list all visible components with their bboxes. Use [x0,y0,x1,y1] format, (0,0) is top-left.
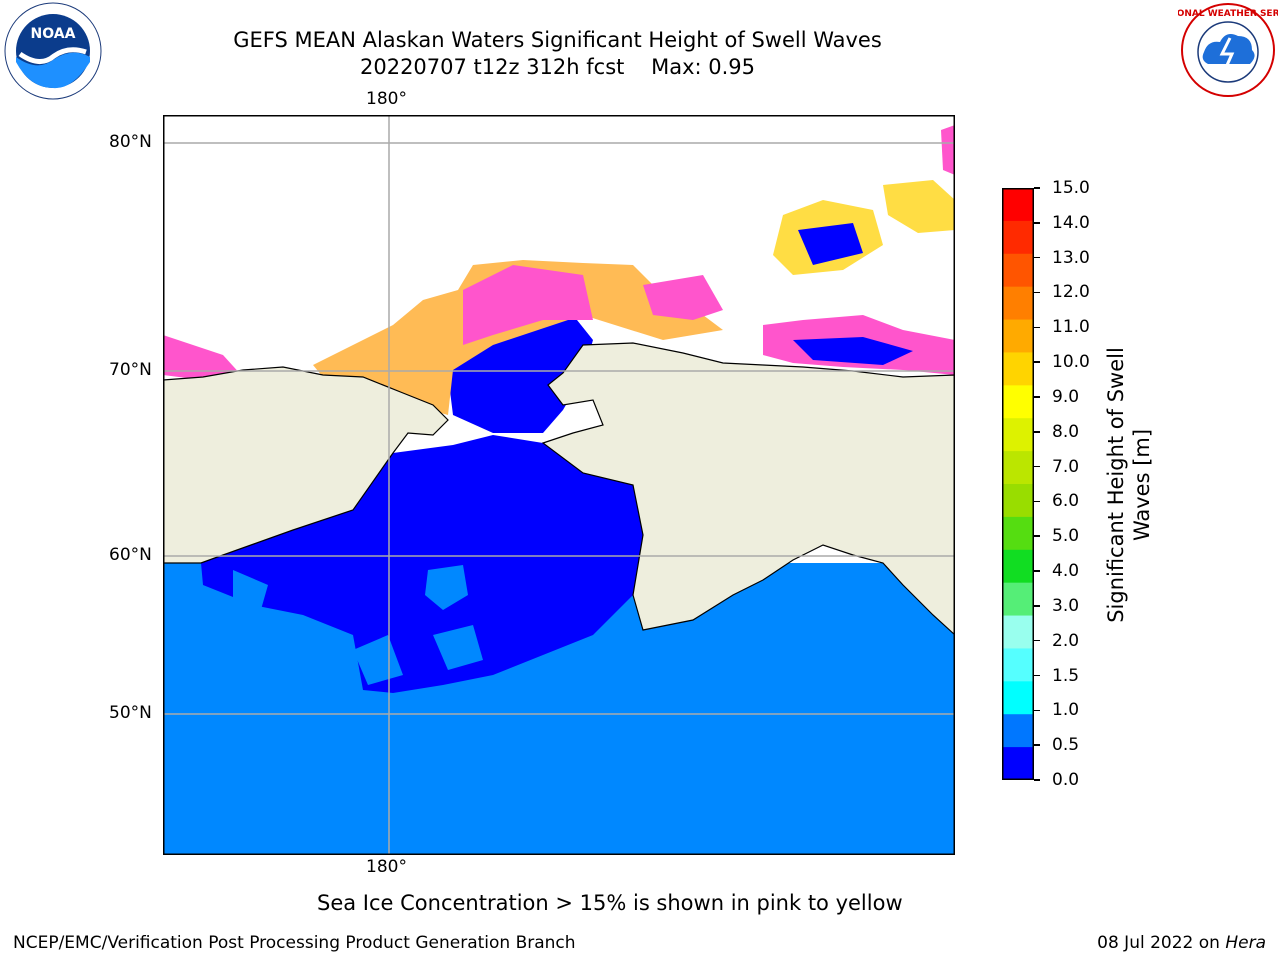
colorbar-segment [1002,451,1034,485]
sea-ice-west [163,335,243,380]
colorbar-tick-label: 1.0 [1052,700,1080,721]
footer-right: 08 Jul 2022 on Hera [1097,933,1266,953]
colorbar-tick-label: 3.0 [1052,595,1080,616]
colorbar-tick-mark [1034,256,1040,259]
nws-logo-text: NATIONAL WEATHER SERVICE [1178,9,1278,19]
colorbar-tick-label: 11.0 [1052,317,1090,338]
map-panel [162,115,956,855]
colorbar-tick-label: 12.0 [1052,282,1090,303]
colorbar-tick-label: 7.0 [1052,456,1080,477]
noaa-logo: NOAA [2,2,104,100]
sea-ice-caption: Sea Ice Concentration > 15% is shown in … [317,891,903,915]
colorbar-tick-label: 5.0 [1052,526,1080,547]
chart-subtitle: 20220707 t12z 312h fcst Max: 0.95 [359,55,756,79]
colorbar-segment [1002,747,1034,781]
colorbar-segment [1002,286,1034,321]
colorbar-tick-mark [1034,361,1040,363]
colorbar-tick-mark [1034,396,1040,398]
colorbar-ticks: 15.0 14.0 13.0 12.0 11.0 10.0 9.0 8.0 7.0 6.0 5.0 4… [1034,178,1104,790]
colorbar-segment [1002,648,1034,682]
colorbar-segment [1002,615,1034,649]
colorbar-segment [1002,484,1034,518]
colorbar-tick-label: 2.0 [1052,630,1080,651]
colorbar-tick-label: 8.0 [1052,421,1080,442]
sea-ice-arctic [313,260,723,415]
colorbar-tick-label: 1.5 [1052,665,1080,686]
colorbar-tick-label: 10.0 [1052,352,1090,373]
colorbar-tick-label: 4.0 [1052,561,1080,582]
colorbar-tick-label: 9.0 [1052,386,1080,407]
lon-label-top: 180° [366,89,407,109]
colorbar-segment [1002,582,1034,617]
bering-sea-region [201,435,643,693]
lat-label-70: 70°N [109,360,152,380]
colorbar-tick-mark [1034,500,1040,503]
colorbar-tick-mark [1034,187,1040,189]
colorbar [1002,188,1034,781]
colorbar-tick-mark [1034,674,1040,677]
colorbar-tick-mark [1034,222,1040,224]
colorbar-tick-label: 0.5 [1052,735,1080,756]
footer-date: 08 Jul 2022 on [1097,933,1226,953]
footer-left: NCEP/EMC/Verification Post Processing Pr… [13,933,576,953]
lon-label-bottom: 180° [366,857,407,877]
nws-logo: NATIONAL WEATHER SERVICE [1153,2,1280,98]
colorbar-tick-mark [1034,605,1040,607]
colorbar-segment [1002,253,1034,288]
colorbar-tick-label: 0.0 [1052,770,1080,790]
noaa-logo-text: NOAA [31,26,76,42]
map-canvas [162,115,956,855]
colorbar-tick-mark [1034,465,1040,468]
colorbar-tick-mark [1034,744,1040,746]
colorbar-segment [1002,714,1034,748]
footer-machine: Hera [1225,933,1266,953]
colorbar-segment [1002,516,1034,551]
lat-label-60: 60°N [109,545,152,565]
colorbar-segment [1002,385,1034,419]
colorbar-tick-mark [1034,779,1040,781]
colorbar-segment [1002,188,1034,222]
colorbar-tick-label: 6.0 [1052,491,1080,512]
colorbar-label-line2: Waves [m] [1130,428,1154,542]
colorbar-tick-mark [1034,535,1040,537]
colorbar-tick-mark [1034,570,1040,572]
colorbar-tick-label: 15.0 [1052,178,1090,198]
colorbar-label-line1: Significant Height of Swell [1104,347,1128,623]
colorbar-tick-label: 13.0 [1052,247,1090,268]
colorbar-tick-mark [1034,291,1040,294]
colorbar-segment [1002,681,1034,715]
colorbar-tick-mark [1034,709,1040,712]
lat-label-50: 50°N [109,703,152,723]
chart-title: GEFS MEAN Alaskan Waters Significant Hei… [233,28,882,52]
colorbar-tick-label: 14.0 [1052,212,1090,233]
colorbar-segment [1002,352,1034,386]
colorbar-tick-mark [1034,326,1040,329]
lat-label-80: 80°N [109,132,152,152]
colorbar-segment [1002,220,1034,255]
colorbar-tick-mark [1034,431,1040,433]
graticule [163,115,955,855]
colorbar-segment [1002,418,1034,452]
colorbar-segment [1002,319,1034,353]
colorbar-segment [1002,549,1034,584]
land-alaska [541,342,956,637]
colorbar-tick-mark [1034,639,1040,642]
